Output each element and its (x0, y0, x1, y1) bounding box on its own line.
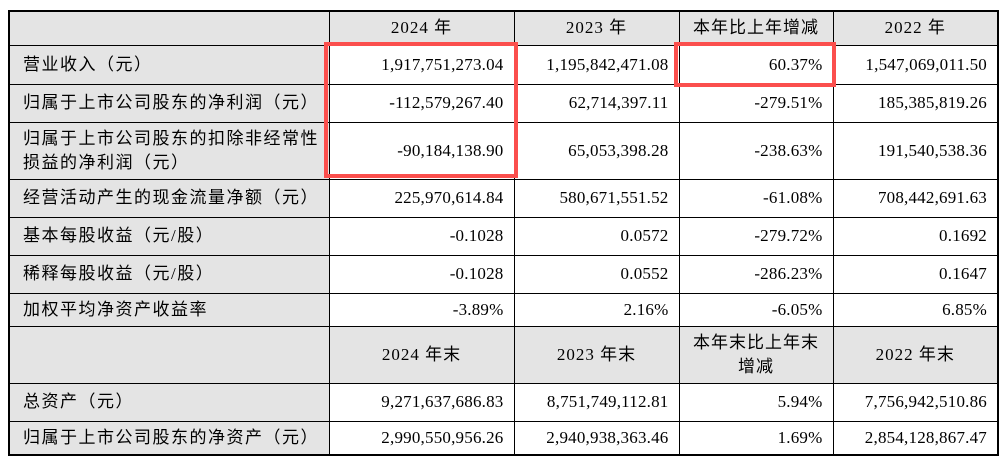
column-header-2024-end: 2024 年末 (328, 325, 515, 384)
value-cell: 6.85% (832, 292, 999, 327)
value-cell: -0.1028 (328, 216, 515, 256)
value-cell: 2.16% (513, 292, 680, 327)
corner-cell (8, 10, 330, 46)
table-row-diluted-eps: 稀释每股收益（元/股） -0.1028 0.0552 -286.23% 0.16… (8, 254, 999, 294)
value-cell: 1,917,751,273.04 (328, 44, 515, 85)
value-cell: 191,540,538.36 (832, 121, 999, 180)
value-cell: -61.08% (678, 178, 834, 218)
row-label: 归属于上市公司股东的净资产（元） (8, 420, 330, 456)
row-label: 归属于上市公司股东的扣除非经常性 损益的净利润（元） (8, 121, 330, 180)
table-row-revenue: 营业收入（元） 1,917,751,273.04 1,195,842,471.0… (8, 44, 999, 85)
value-cell: -112,579,267.40 (328, 83, 515, 123)
row-label: 经营活动产生的现金流量净额（元） (8, 178, 330, 218)
row-label: 基本每股收益（元/股） (8, 216, 330, 256)
value-cell: 2,940,938,363.46 (513, 420, 680, 456)
row-label: 总资产（元） (8, 382, 330, 422)
value-cell: 1,195,842,471.08 (513, 44, 680, 85)
row-label: 加权平均净资产收益率 (8, 292, 330, 327)
table-row-total-assets: 总资产（元） 9,271,637,686.83 8,751,749,112.81… (8, 382, 999, 422)
value-cell: -0.1028 (328, 254, 515, 294)
value-cell: 0.1692 (832, 216, 999, 256)
corner-cell (8, 325, 330, 384)
table-row-weighted-avg-roe: 加权平均净资产收益率 -3.89% 2.16% -6.05% 6.85% (8, 292, 999, 327)
column-header-2023-end: 2023 年末 (513, 325, 680, 384)
row-label: 归属于上市公司股东的净利润（元） (8, 83, 330, 123)
value-cell: -90,184,138.90 (328, 121, 515, 180)
value-cell: 1.69% (678, 420, 834, 456)
column-header-2022-end: 2022 年末 (832, 325, 999, 384)
table-row-net-profit: 归属于上市公司股东的净利润（元） -112,579,267.40 62,714,… (8, 83, 999, 123)
table-row-net-profit-excl-nonrecurring: 归属于上市公司股东的扣除非经常性 损益的净利润（元） -90,184,138.9… (8, 121, 999, 180)
value-cell: -238.63% (678, 121, 834, 180)
value-cell: 1,547,069,011.50 (832, 44, 999, 85)
table-row-operating-cash-flow: 经营活动产生的现金流量净额（元） 225,970,614.84 580,671,… (8, 178, 999, 218)
value-cell: 185,385,819.26 (832, 83, 999, 123)
table-row-net-assets: 归属于上市公司股东的净资产（元） 2,990,550,956.26 2,940,… (8, 420, 999, 456)
row-label: 稀释每股收益（元/股） (8, 254, 330, 294)
value-cell: 60.37% (678, 44, 834, 85)
column-header-yearend-change: 本年末比上年末 增减 (678, 325, 834, 384)
column-header-2022: 2022 年 (832, 10, 999, 46)
value-cell: 0.0552 (513, 254, 680, 294)
value-cell: 9,271,637,686.83 (328, 382, 515, 422)
value-cell: -279.72% (678, 216, 834, 256)
value-cell: -3.89% (328, 292, 515, 327)
row-label: 营业收入（元） (8, 44, 330, 85)
value-cell: 7,756,942,510.86 (832, 382, 999, 422)
value-cell: 8,751,749,112.81 (513, 382, 680, 422)
column-header-2023: 2023 年 (513, 10, 680, 46)
table-row-basic-eps: 基本每股收益（元/股） -0.1028 0.0572 -279.72% 0.16… (8, 216, 999, 256)
value-cell: 0.1647 (832, 254, 999, 294)
value-cell: 62,714,397.11 (513, 83, 680, 123)
value-cell: -6.05% (678, 292, 834, 327)
period-header-row: 2024 年 2023 年 本年比上年增减 2022 年 (8, 10, 999, 46)
key-financials-table: 2024 年 2023 年 本年比上年增减 2022 年 营业收入（元） 1,9… (8, 10, 999, 456)
value-cell: 225,970,614.84 (328, 178, 515, 218)
value-cell: 65,053,398.28 (513, 121, 680, 180)
value-cell: 5.94% (678, 382, 834, 422)
column-header-yoy-change: 本年比上年增减 (678, 10, 834, 46)
value-cell: 580,671,551.52 (513, 178, 680, 218)
value-cell: 2,990,550,956.26 (328, 420, 515, 456)
value-cell: 708,442,691.63 (832, 178, 999, 218)
value-cell: -286.23% (678, 254, 834, 294)
key-financials-section: 2024 年 2023 年 本年比上年增减 2022 年 营业收入（元） 1,9… (8, 10, 999, 456)
value-cell: -279.51% (678, 83, 834, 123)
value-cell: 2,854,128,867.47 (832, 420, 999, 456)
yearend-header-row: 2024 年末 2023 年末 本年末比上年末 增减 2022 年末 (8, 325, 999, 384)
column-header-2024: 2024 年 (328, 10, 515, 46)
value-cell: 0.0572 (513, 216, 680, 256)
